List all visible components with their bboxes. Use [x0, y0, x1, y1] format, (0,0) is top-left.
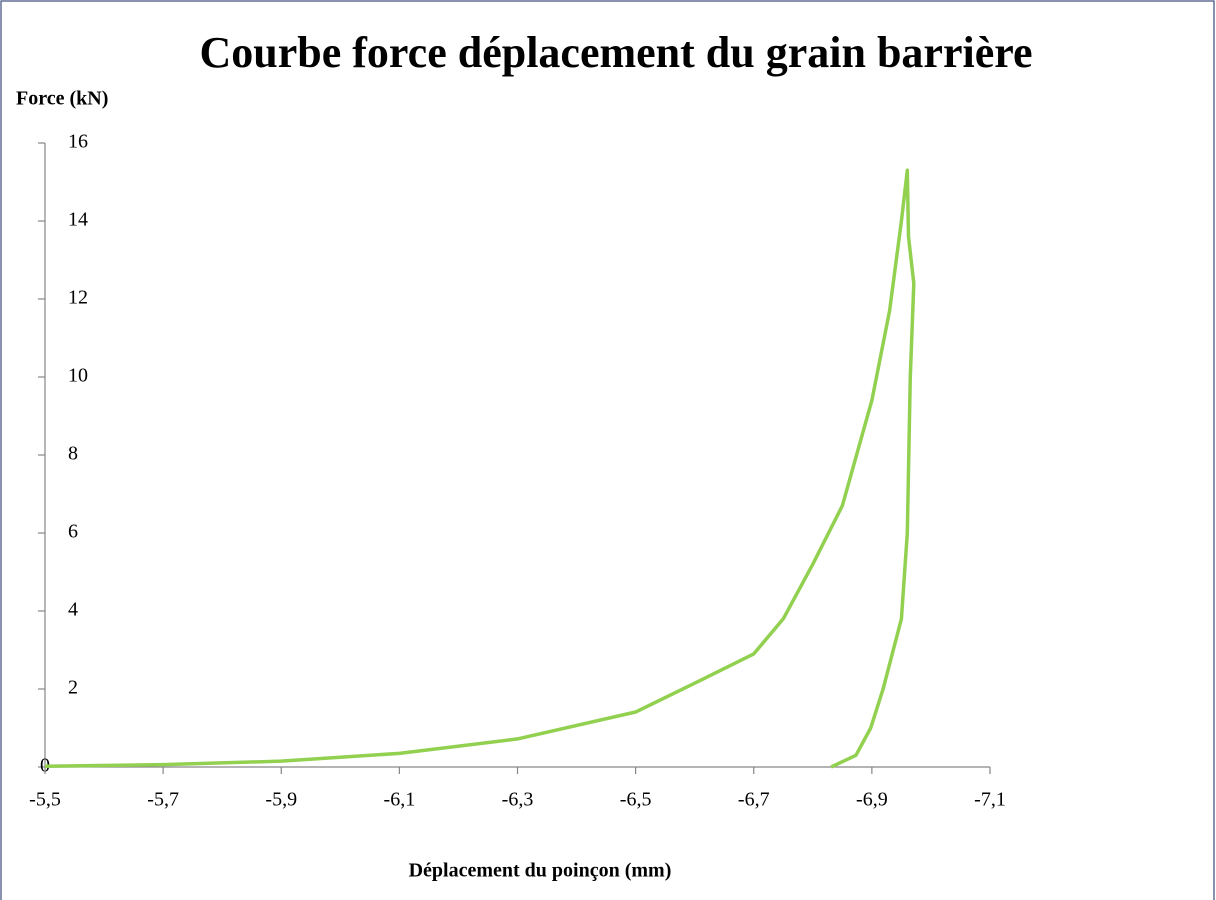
y-tick-label: 6 — [68, 521, 78, 543]
y-tick-label: 8 — [68, 443, 78, 465]
x-axis-label: Déplacement du poinçon (mm) — [409, 860, 672, 882]
chart-title: Courbe force déplacement du grain barriè… — [200, 28, 1033, 77]
x-tick-label: -5,5 — [29, 789, 61, 811]
y-tick-label: 4 — [68, 599, 78, 621]
x-tick-label: -6,7 — [738, 789, 770, 811]
x-tick-label: -6,3 — [502, 789, 534, 811]
x-tick-label: -6,1 — [384, 789, 416, 811]
x-tick-label: -5,7 — [147, 789, 179, 811]
y-tick-label: 2 — [68, 677, 78, 699]
x-tick-label: -6,5 — [620, 789, 652, 811]
y-tick-label: 16 — [68, 131, 88, 153]
y-tick-label: 14 — [68, 209, 88, 231]
x-tick-label: -5,9 — [265, 789, 297, 811]
x-tick-label: -7,1 — [974, 789, 1006, 811]
y-axis-label: Force (kN) — [16, 88, 108, 110]
x-tick-label: -6,9 — [856, 789, 888, 811]
y-tick-label: 12 — [68, 287, 88, 309]
data-line — [44, 168, 916, 769]
y-tick-label: 10 — [68, 365, 88, 387]
